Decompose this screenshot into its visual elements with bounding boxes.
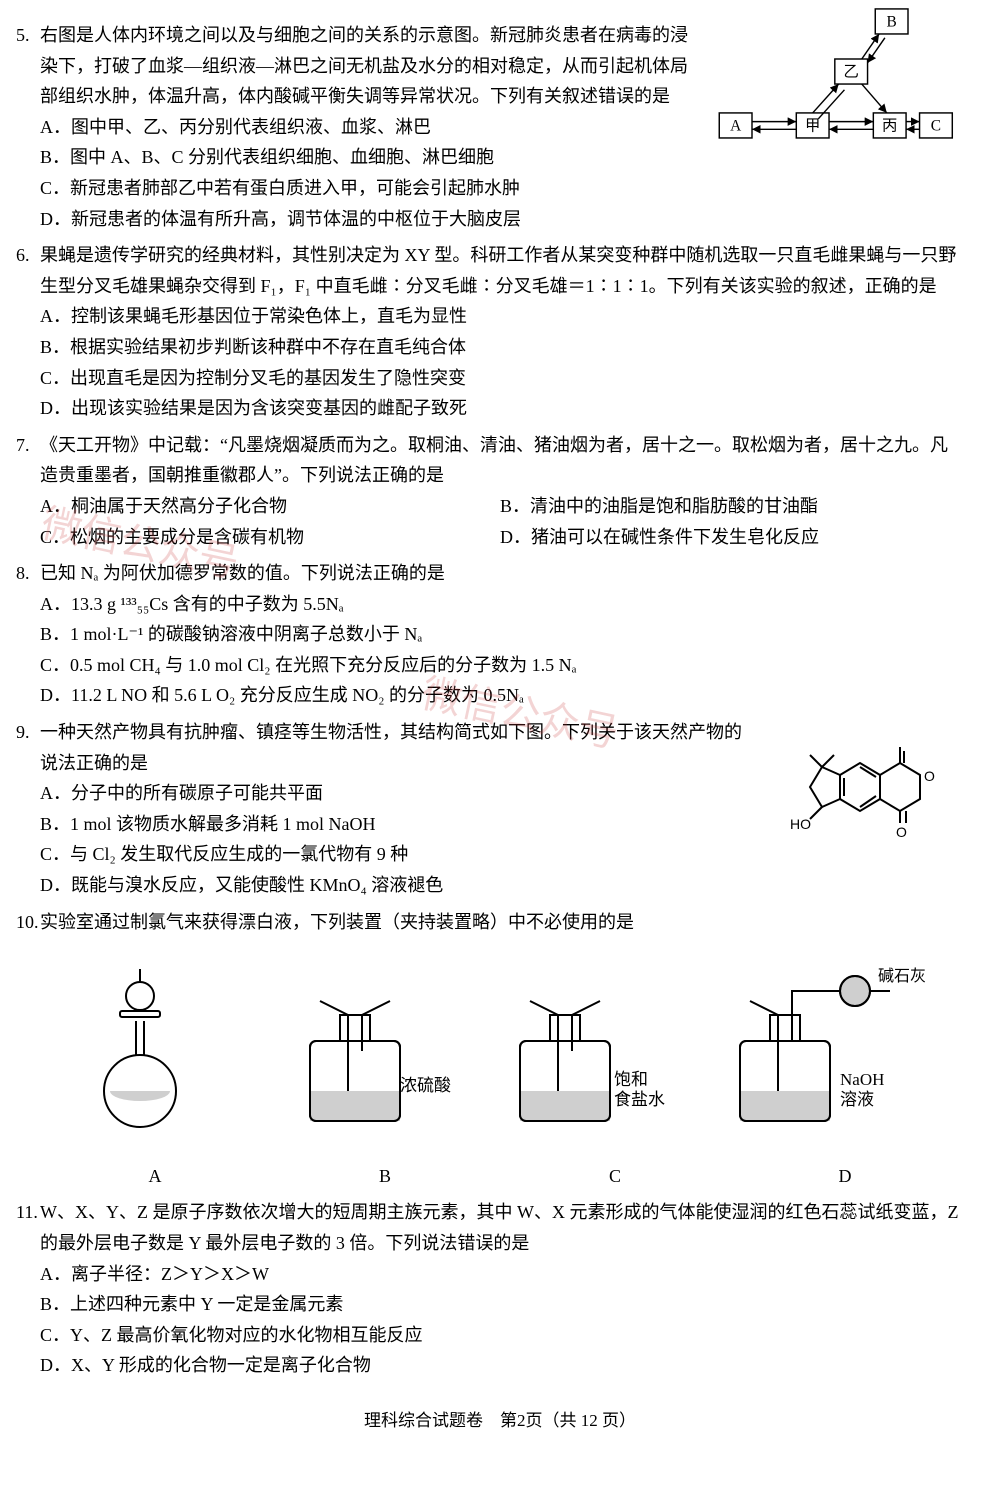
- page-footer: 理科综合试题卷 第2页（共 12 页）: [40, 1407, 960, 1436]
- svg-text:甲: 甲: [805, 117, 820, 134]
- opt-11c: C．Y、Z 最高价氧化物对应的水化物相互能反应: [40, 1320, 960, 1351]
- svg-text:HO: HO: [790, 816, 811, 832]
- diagram-q10: 浓硫酸 饱和 食盐水: [40, 941, 960, 1151]
- opt-10c: C: [500, 1161, 730, 1192]
- svg-text:B: B: [886, 13, 896, 30]
- options-11: A．离子半径：Z＞Y＞X＞W B．上述四种元素中 Y 一定是金属元素 C．Y、Z…: [40, 1259, 960, 1381]
- diagram-q9: HO O O: [760, 705, 960, 865]
- qnum-5: 5.: [16, 20, 30, 51]
- svg-text:NaOH: NaOH: [840, 1070, 884, 1089]
- svg-text:O: O: [924, 768, 935, 784]
- qnum-9: 9.: [16, 717, 30, 748]
- opt-11a: A．离子半径：Z＞Y＞X＞W: [40, 1259, 960, 1290]
- opt-5c: C．新冠患者肺部乙中若有蛋白质进入甲，可能会引起肺水肿: [40, 173, 960, 204]
- opt-11b: B．上述四种元素中 Y 一定是金属元素: [40, 1289, 960, 1320]
- opt-6c: C．出现直毛是因为控制分叉毛的基因发生了隐性突变: [40, 363, 960, 394]
- opt-11d: D．X、Y 形成的化合物一定是离子化合物: [40, 1350, 960, 1381]
- opt-10a: A: [40, 1161, 270, 1192]
- question-7: 7. 《天工开物》中记载：“凡墨烧烟凝质而为之。取桐油、清油、猪油烟为者，居十之…: [40, 430, 960, 552]
- options-7: A．桐油属于天然高分子化合物 B．清油中的油脂是饱和脂肪酸的甘油酯 C．松烟的主…: [40, 491, 960, 552]
- question-5: A 甲 乙 丙 B C 5. 右图是人体内环境之间以及与细胞之间的关系的示意图。…: [40, 20, 960, 234]
- opt-8a: A．13.3 g ¹³³₅₅Cs 含有的中子数为 5.5Nₐ: [40, 589, 960, 620]
- question-9: HO O O 9. 一种天然产物具有抗肿瘤、镇痉等生物活性，其结构简式如下图。下…: [40, 717, 960, 901]
- svg-text:C: C: [931, 117, 941, 134]
- opt-6a: A．控制该果蝇毛形基因位于常染色体上，直毛为显性: [40, 301, 960, 332]
- opt-6d: D．出现该实验结果是因为含该突变基因的雌配子致死: [40, 393, 960, 424]
- opt-7a: A．桐油属于天然高分子化合物: [40, 491, 500, 522]
- question-8: 8. 已知 Nₐ 为阿伏加德罗常数的值。下列说法正确的是 A．13.3 g ¹³…: [40, 558, 960, 711]
- qnum-10: 10.: [16, 907, 39, 938]
- qnum-6: 6.: [16, 240, 30, 271]
- opt-5d: D．新冠患者的体温有所升高，调节体温的中枢位于大脑皮层: [40, 204, 960, 235]
- opt-10b: B: [270, 1161, 500, 1192]
- stem-7: 《天工开物》中记载：“凡墨烧烟凝质而为之。取桐油、清油、猪油烟为者，居十之一。取…: [40, 430, 960, 491]
- options-6: A．控制该果蝇毛形基因位于常染色体上，直毛为显性 B．根据实验结果初步判断该种群…: [40, 301, 960, 423]
- diagram-q5: A 甲 乙 丙 B C: [700, 0, 960, 170]
- svg-text:O: O: [896, 824, 907, 840]
- stem-8: 已知 Nₐ 为阿伏加德罗常数的值。下列说法正确的是: [40, 558, 960, 589]
- question-6: 6. 果蝇是遗传学研究的经典材料，其性别决定为 XY 型。科研工作者从某突变种群…: [40, 240, 960, 424]
- qnum-8: 8.: [16, 558, 30, 589]
- opt-10d: D: [730, 1161, 960, 1192]
- stem-11: W、X、Y、Z 是原子序数依次增大的短周期主族元素，其中 W、X 元素形成的气体…: [40, 1197, 960, 1258]
- svg-text:食盐水: 食盐水: [614, 1090, 665, 1109]
- opt-7d: D．猪油可以在碱性条件下发生皂化反应: [500, 522, 960, 553]
- opt-6b: B．根据实验结果初步判断该种群中不存在直毛纯合体: [40, 332, 960, 363]
- svg-text:乙: 乙: [843, 63, 858, 80]
- qnum-11: 11.: [16, 1197, 38, 1228]
- label-b: 浓硫酸: [400, 1076, 451, 1095]
- options-8: A．13.3 g ¹³³₅₅Cs 含有的中子数为 5.5Nₐ B．1 mol·L…: [40, 589, 960, 711]
- opt-7b: B．清油中的油脂是饱和脂肪酸的甘油酯: [500, 491, 960, 522]
- stem-10: 实验室通过制氯气来获得漂白液，下列装置（夹持装置略）中不必使用的是: [40, 907, 960, 938]
- label-d-top: 碱石灰: [878, 967, 926, 985]
- svg-text:A: A: [730, 117, 741, 134]
- question-11: 11. W、X、Y、Z 是原子序数依次增大的短周期主族元素，其中 W、X 元素形…: [40, 1197, 960, 1381]
- qnum-7: 7.: [16, 430, 30, 461]
- opt-9d: D．既能与溴水反应，又能使酸性 KMnO₄ 溶液褪色: [40, 870, 960, 901]
- options-10: A B C D: [40, 1161, 960, 1192]
- opt-7c: C．松烟的主要成分是含碳有机物: [40, 522, 500, 553]
- question-10: 10. 实验室通过制氯气来获得漂白液，下列装置（夹持装置略）中不必使用的是: [40, 907, 960, 1192]
- svg-text:饱和: 饱和: [614, 1070, 648, 1089]
- svg-text:溶液: 溶液: [840, 1090, 874, 1109]
- stem-6: 果蝇是遗传学研究的经典材料，其性别决定为 XY 型。科研工作者从某突变种群中随机…: [40, 240, 960, 301]
- svg-text:丙: 丙: [882, 117, 897, 134]
- opt-8b: B．1 mol·L⁻¹ 的碳酸钠溶液中阴离子总数小于 Nₐ: [40, 619, 960, 650]
- opt-8c: C．0.5 mol CH₄ 与 1.0 mol Cl₂ 在光照下充分反应后的分子…: [40, 650, 960, 681]
